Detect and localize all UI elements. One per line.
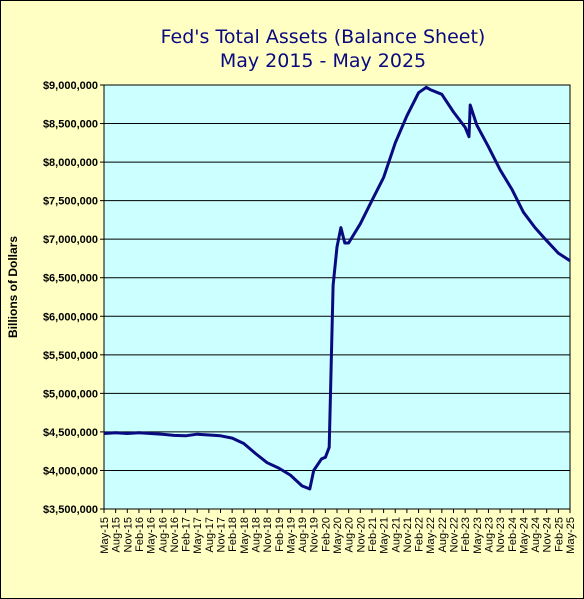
- x-tick-label: May-20: [332, 517, 344, 554]
- x-tick-label: May-16: [146, 517, 158, 554]
- x-tick-label: Nov-24: [542, 517, 554, 552]
- chart-title: Fed's Total Assets (Balance Sheet): [161, 26, 486, 48]
- y-tick-label: $8,000,000: [43, 157, 98, 169]
- x-tick-label: May-15: [99, 517, 111, 554]
- y-tick-label: $7,500,000: [43, 196, 98, 208]
- x-tick-label: Aug-21: [390, 517, 402, 552]
- x-tick-label: Nov-19: [309, 517, 321, 552]
- y-tick-label: $5,500,000: [43, 350, 98, 362]
- x-tick-label: Aug-22: [437, 517, 449, 552]
- x-tick-label: Feb-22: [414, 517, 426, 552]
- chart-subtitle: May 2015 - May 2025: [220, 50, 426, 72]
- y-tick-label: $8,500,000: [43, 119, 98, 131]
- x-tick-label: Nov-22: [449, 517, 461, 552]
- x-tick-label: Nov-18: [262, 517, 274, 552]
- x-tick-label: May-24: [518, 517, 530, 554]
- gridlines: [104, 123, 570, 471]
- x-tick-label: May-22: [425, 517, 437, 554]
- x-tick-label: Aug-17: [204, 517, 216, 552]
- x-tick-label: Nov-16: [169, 517, 181, 552]
- x-tick-label: May-21: [379, 517, 391, 554]
- y-tick-label: $6,500,000: [43, 273, 98, 285]
- plot-area: [103, 84, 571, 510]
- x-tick-label: Nov-21: [402, 517, 414, 552]
- x-tick-label: May-18: [239, 517, 251, 554]
- x-tick-label: May-19: [285, 517, 297, 554]
- x-tick-label: May-23: [472, 517, 484, 554]
- x-tick-label: Nov-23: [495, 517, 507, 552]
- x-tick-label: Nov-17: [216, 517, 228, 552]
- x-tick-label: Aug-16: [157, 517, 169, 552]
- x-tick-label: Aug-20: [344, 517, 356, 552]
- x-tick-label: Nov-20: [355, 517, 367, 552]
- x-tick-label: Feb-25: [553, 517, 565, 552]
- y-tick-label: $3,500,000: [43, 504, 98, 516]
- series-group: [103, 85, 571, 491]
- y-tick-label: $4,000,000: [43, 465, 98, 477]
- x-tick-label: Feb-21: [367, 517, 379, 552]
- y-tick-label: $9,000,000: [43, 80, 98, 92]
- y-tick-label: $7,000,000: [43, 234, 98, 246]
- x-tick-label: Aug-24: [530, 517, 542, 552]
- x-tick-label: Feb-16: [134, 517, 146, 552]
- y-tick-label: $4,500,000: [43, 427, 98, 439]
- x-tick-label: Feb-18: [227, 517, 239, 552]
- x-tick-label: Aug-23: [483, 517, 495, 552]
- y-tick-label: $5,000,000: [43, 388, 98, 400]
- x-tick-label: Aug-18: [250, 517, 262, 552]
- x-tick-label: Feb-24: [507, 517, 519, 552]
- x-tick-label: Nov-15: [122, 517, 134, 552]
- x-tick-label: Feb-23: [460, 517, 472, 552]
- x-axis-ticks: May-15 Aug-15 Nov-15 Feb-16 May-16 Aug-16 Nov-…: [99, 509, 577, 554]
- x-tick-label: Feb-17: [181, 517, 193, 552]
- x-tick-label: May-25: [565, 517, 577, 554]
- x-tick-label: Feb-20: [320, 517, 332, 552]
- y-axis-label: Billions of Dollars: [6, 236, 20, 338]
- x-tick-label: Feb-19: [274, 517, 286, 552]
- y-axis-ticks: $3,500,000 $4,000,000 $4,500,000 $5,000,000…: [43, 80, 104, 516]
- y-tick-label: $6,000,000: [43, 311, 98, 323]
- series-line-total-assets: [103, 85, 571, 491]
- x-tick-label: May-17: [192, 517, 204, 554]
- x-tick-label: Aug-15: [111, 517, 123, 552]
- x-tick-label: Aug-19: [297, 517, 309, 552]
